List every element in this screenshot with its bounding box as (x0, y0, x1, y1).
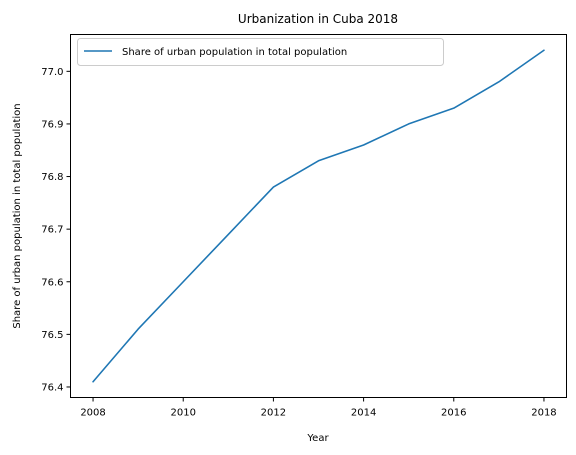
x-tick-label: 2008 (80, 408, 105, 419)
legend: Share of urban population in total popul… (77, 38, 444, 66)
y-tick-label: 76.7 (41, 225, 63, 236)
x-tick-label: 2018 (531, 408, 556, 419)
y-tick-label: 76.6 (41, 277, 63, 288)
x-tick-label: 2010 (171, 408, 196, 419)
axes-frame (70, 34, 567, 398)
chart-title: Urbanization in Cuba 2018 (238, 12, 398, 26)
y-tick-label: 77.0 (41, 67, 63, 78)
y-tick-label: 76.9 (41, 119, 63, 130)
plot-area (70, 34, 567, 398)
y-axis-ticks: 76.4 76.5 76.6 76.7 76.8 76.9 77.0 (41, 67, 71, 393)
y-tick-label: 76.4 (41, 382, 63, 393)
y-axis-label: Share of urban population in total popul… (12, 103, 23, 328)
x-tick-label: 2014 (351, 408, 376, 419)
y-tick-label: 76.5 (41, 330, 63, 341)
x-axis-label: Year (306, 433, 329, 444)
x-tick-label: 2016 (441, 408, 466, 419)
legend-box (77, 38, 444, 66)
legend-label: Share of urban population in total popul… (122, 47, 347, 58)
x-tick-label: 2012 (261, 408, 286, 419)
x-axis-ticks: 2008 2010 2012 2014 2016 2018 (80, 397, 557, 419)
y-tick-label: 76.8 (41, 172, 63, 183)
series-line-urban-share (92, 49, 545, 383)
